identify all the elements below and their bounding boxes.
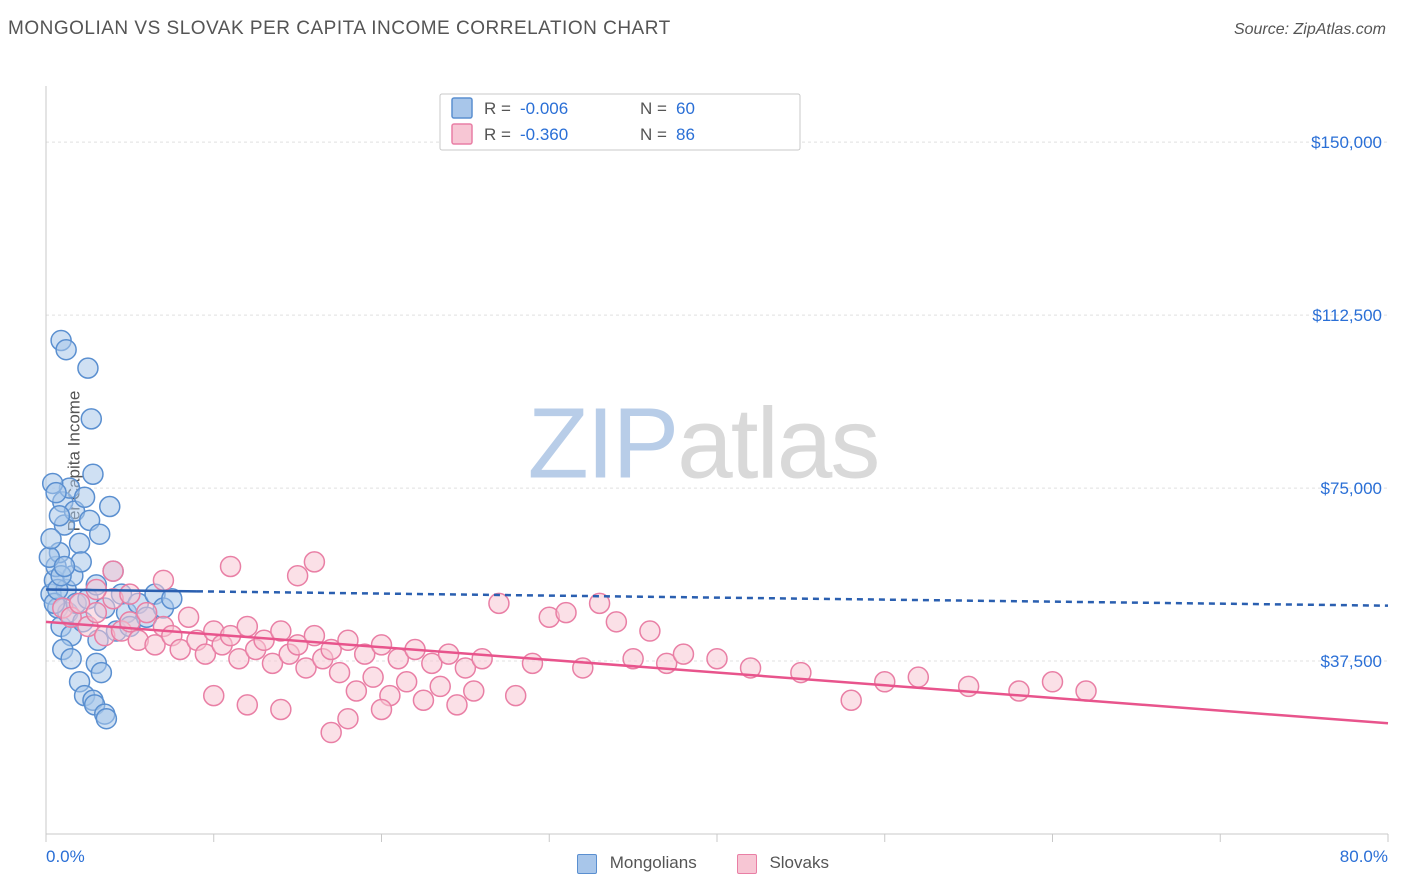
data-point <box>120 584 140 604</box>
legend-swatch <box>452 98 472 118</box>
legend-swatch-mongolians <box>577 854 597 874</box>
data-point <box>522 653 542 673</box>
data-point <box>1043 672 1063 692</box>
data-point <box>673 644 693 664</box>
trend-line-dashed <box>197 591 1388 605</box>
data-point <box>221 556 241 576</box>
bottom-legend: Mongolians Slovaks <box>0 853 1406 874</box>
data-point <box>46 483 66 503</box>
chart-source: Source: ZipAtlas.com <box>1234 21 1386 39</box>
data-point <box>338 709 358 729</box>
svg-text:$37,500: $37,500 <box>1321 652 1382 671</box>
data-point <box>103 561 123 581</box>
svg-text:-0.006: -0.006 <box>520 99 568 118</box>
data-point <box>506 686 526 706</box>
data-point <box>237 695 257 715</box>
data-point <box>237 616 257 636</box>
data-point <box>41 529 61 549</box>
svg-text:-0.360: -0.360 <box>520 125 568 144</box>
legend-item-mongolians: Mongolians <box>577 853 697 874</box>
scatter-chart: $37,500$75,000$112,500$150,0000.0%80.0%R… <box>0 46 1406 876</box>
legend-label-slovaks: Slovaks <box>769 853 829 872</box>
svg-text:N =: N = <box>640 99 667 118</box>
data-point <box>338 630 358 650</box>
data-point <box>288 566 308 586</box>
data-point <box>606 612 626 632</box>
data-point <box>1076 681 1096 701</box>
data-point <box>153 570 173 590</box>
data-point <box>179 607 199 627</box>
data-point <box>397 672 417 692</box>
svg-text:R =: R = <box>484 99 511 118</box>
data-point <box>54 556 74 576</box>
data-point <box>83 464 103 484</box>
data-point <box>875 672 895 692</box>
data-point <box>413 690 433 710</box>
data-point <box>430 676 450 696</box>
svg-text:N =: N = <box>640 125 667 144</box>
data-point <box>100 497 120 517</box>
data-point <box>556 603 576 623</box>
data-point <box>90 524 110 544</box>
svg-text:$112,500: $112,500 <box>1312 306 1382 325</box>
data-point <box>304 552 324 572</box>
data-point <box>959 676 979 696</box>
data-point <box>137 603 157 623</box>
legend-label-mongolians: Mongolians <box>610 853 697 872</box>
chart-header: MONGOLIAN VS SLOVAK PER CAPITA INCOME CO… <box>0 0 1406 46</box>
data-point <box>1009 681 1029 701</box>
data-point <box>70 533 90 553</box>
data-point <box>464 681 484 701</box>
svg-text:60: 60 <box>676 99 695 118</box>
chart-area: Per Capita Income ZIPatlas $37,500$75,00… <box>0 46 1406 876</box>
svg-text:86: 86 <box>676 125 695 144</box>
data-point <box>321 723 341 743</box>
data-point <box>447 695 467 715</box>
data-point <box>204 686 224 706</box>
data-point <box>841 690 861 710</box>
data-point <box>372 635 392 655</box>
legend-item-slovaks: Slovaks <box>737 853 829 874</box>
data-point <box>96 709 116 729</box>
data-point <box>489 593 509 613</box>
data-point <box>271 699 291 719</box>
data-point <box>363 667 383 687</box>
data-point <box>86 603 106 623</box>
data-point <box>346 681 366 701</box>
data-point <box>56 340 76 360</box>
data-point <box>75 487 95 507</box>
svg-text:$75,000: $75,000 <box>1321 479 1382 498</box>
chart-title: MONGOLIAN VS SLOVAK PER CAPITA INCOME CO… <box>8 18 671 40</box>
data-point <box>61 649 81 669</box>
data-point <box>640 621 660 641</box>
data-point <box>908 667 928 687</box>
data-point <box>472 649 492 669</box>
data-point <box>78 358 98 378</box>
legend-swatch <box>452 124 472 144</box>
data-point <box>49 506 69 526</box>
data-point <box>372 699 392 719</box>
svg-text:$150,000: $150,000 <box>1311 133 1382 152</box>
legend-swatch-slovaks <box>737 854 757 874</box>
data-point <box>81 409 101 429</box>
data-point <box>330 663 350 683</box>
data-point <box>91 663 111 683</box>
data-point <box>707 649 727 669</box>
svg-text:R =: R = <box>484 125 511 144</box>
data-point <box>439 644 459 664</box>
